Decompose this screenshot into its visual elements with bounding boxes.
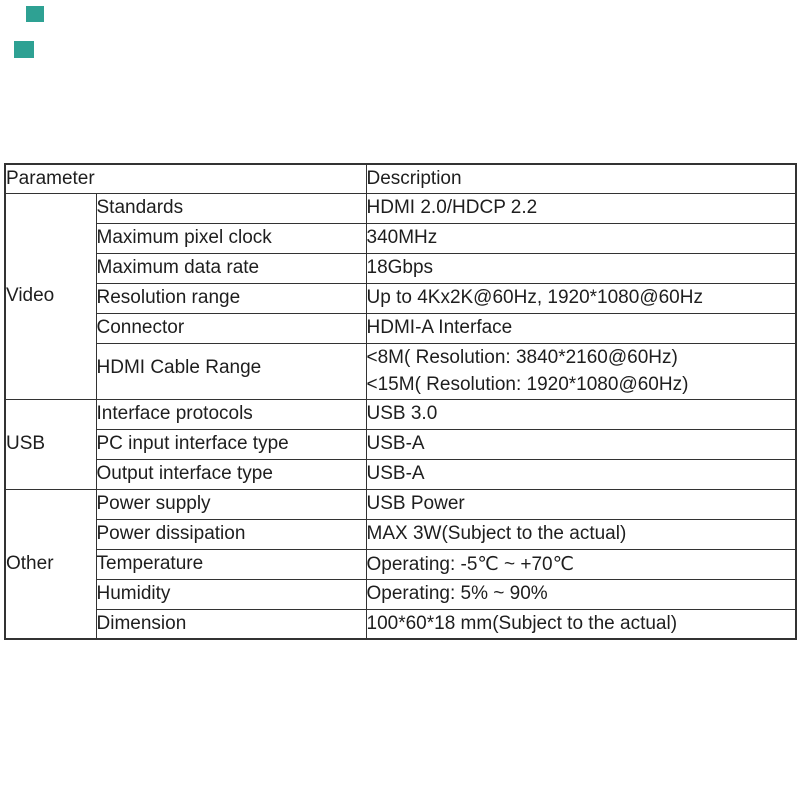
description-cell: USB-A <box>365 458 797 490</box>
parameter-cell: Maximum pixel clock <box>95 222 367 254</box>
description-cell: 340MHz <box>365 222 797 254</box>
table-row: Dimension 100*60*18 mm(Subject to the ac… <box>5 608 797 640</box>
decor-square-2 <box>14 41 34 58</box>
header-row: Parameter Description <box>4 163 797 194</box>
table-row: HDMI Cable Range <8M( Resolution: 3840*2… <box>5 342 797 400</box>
description-cell: 18Gbps <box>365 252 797 284</box>
description-cell: Operating: 5% ~ 90% <box>365 578 797 610</box>
description-line-2: <15M( Resolution: 1920*1080@60Hz) <box>366 374 689 395</box>
table-row: Temperature Operating: -5℃ ~ +70℃ <box>5 548 797 580</box>
group-cell-other: Other <box>4 488 97 640</box>
table-row: Humidity Operating: 5% ~ 90% <box>5 578 797 610</box>
table-row: Connector HDMI-A Interface <box>5 312 797 344</box>
description-cell: HDMI-A Interface <box>365 312 797 344</box>
table-row: Other Power supply USB Power <box>4 488 797 640</box>
parameter-cell: Maximum data rate <box>95 252 367 284</box>
parameter-cell: Standards <box>95 192 367 224</box>
decor-square-1 <box>26 6 44 22</box>
description-cell: MAX 3W(Subject to the actual) <box>365 518 797 550</box>
description-cell: Operating: -5℃ ~ +70℃ <box>365 548 797 580</box>
parameter-cell: Output interface type <box>95 458 367 490</box>
parameter-cell: Resolution range <box>95 282 367 314</box>
table-row: Resolution range Up to 4Kx2K@60Hz, 1920*… <box>5 282 797 314</box>
table-row: Maximum pixel clock 340MHz <box>5 222 797 254</box>
column-header-description: Description <box>365 163 797 194</box>
parameter-cell: Power supply <box>95 488 367 520</box>
parameter-cell: PC input interface type <box>95 428 367 460</box>
table-row: USB Interface protocols USB 3.0 <box>4 398 797 490</box>
table-row: Power dissipation MAX 3W(Subject to the … <box>5 518 797 550</box>
table-row: Video Standards HDMI 2.0/HDCP 2.2 <box>4 192 797 400</box>
table-row: Maximum data rate 18Gbps <box>5 252 797 284</box>
group-cell-video: Video <box>4 192 97 400</box>
spec-table: Parameter Description Video Standards HD… <box>4 163 798 640</box>
parameter-cell: Temperature <box>95 548 367 580</box>
parameter-cell: Dimension <box>95 608 367 640</box>
description-line-1: <8M( Resolution: 3840*2160@60Hz) <box>366 347 678 368</box>
description-cell: Up to 4Kx2K@60Hz, 1920*1080@60Hz <box>365 282 797 314</box>
parameter-cell: Interface protocols <box>95 398 367 430</box>
table-row: Output interface type USB-A <box>5 458 797 490</box>
description-cell: USB Power <box>365 488 797 520</box>
parameter-cell: Connector <box>95 312 367 344</box>
description-cell: USB 3.0 <box>365 398 797 430</box>
group-cell-usb: USB <box>4 398 97 490</box>
description-cell: 100*60*18 mm(Subject to the actual) <box>365 608 797 640</box>
table-row: PC input interface type USB-A <box>5 428 797 460</box>
parameter-cell: HDMI Cable Range <box>95 342 367 400</box>
parameter-cell: Power dissipation <box>95 518 367 550</box>
column-header-parameter: Parameter <box>4 163 367 194</box>
description-cell: USB-A <box>365 428 797 460</box>
parameter-cell: Humidity <box>95 578 367 610</box>
description-cell: HDMI 2.0/HDCP 2.2 <box>365 192 797 224</box>
description-cell: <8M( Resolution: 3840*2160@60Hz) <15M( R… <box>365 342 797 400</box>
